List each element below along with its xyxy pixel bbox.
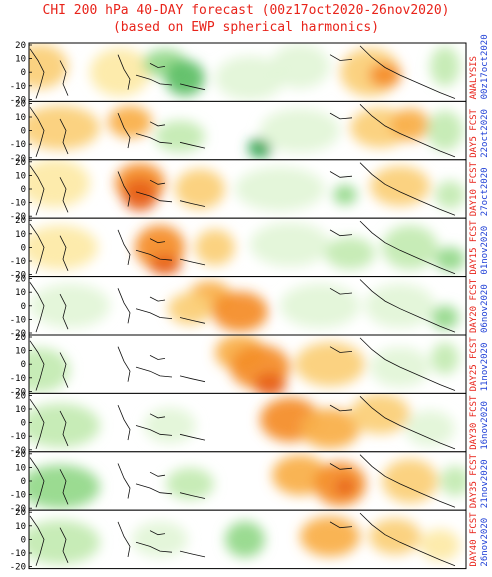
panel-stage-label: DAY5 FCST	[469, 108, 479, 157]
forecast-panel: 20 10 0 -10 -20 DAY40 FCST 26nov2020	[10, 508, 490, 572]
panel-date-label: 01nov2020	[480, 226, 490, 275]
y-tick-label: 10	[15, 405, 26, 415]
forecast-panel: 20 10 0 -10 -20 DAY10 FCST 27oct2020	[10, 158, 490, 222]
anomaly-field	[29, 218, 466, 277]
y-tick-label: -10	[10, 374, 26, 384]
coastline	[29, 337, 456, 391]
y-tick-label: -10	[10, 315, 26, 325]
panel-date-label: 27oct2020	[480, 167, 490, 216]
panel-stage-label: DAY30 FCST	[469, 395, 479, 450]
map-title: CHI 200 hPa 40-DAY forecast (00z17oct202…	[42, 3, 450, 18]
y-tick-label: -20	[10, 212, 26, 222]
y-tick-label: -20	[10, 446, 26, 456]
y-tick-label: -20	[10, 387, 26, 397]
y-tick-label: -10	[10, 432, 26, 442]
y-tick-label: 20	[15, 450, 26, 460]
y-tick-label: -10	[10, 140, 26, 150]
map-subtitle: (based on EWP spherical harmonics)	[112, 20, 380, 35]
y-tick-label: 0	[21, 535, 26, 545]
anomaly-field	[29, 510, 466, 569]
forecast-panel: 20 10 0 -10 -20 DAY15 FCST 01nov2020	[10, 216, 490, 280]
panel-date-label: 11nov2020	[480, 343, 490, 392]
y-tick-label: 10	[15, 171, 26, 181]
y-tick-label: 0	[21, 302, 26, 312]
y-tick-label: 20	[15, 99, 26, 109]
panel-date-label: 26nov2020	[480, 518, 490, 567]
y-tick-label: -20	[10, 563, 26, 573]
y-tick-label: 0	[21, 360, 26, 370]
panel-stage-label: DAY20 FCST	[469, 278, 479, 333]
y-tick-label: 20	[15, 41, 26, 51]
panel-stage-label: DAY25 FCST	[469, 337, 479, 392]
anomaly-field	[29, 101, 466, 160]
y-tick-label: 20	[15, 158, 26, 168]
y-tick-label: -10	[10, 82, 26, 92]
y-tick-label: 0	[21, 185, 26, 195]
panel-stage-label: DAY15 FCST	[469, 220, 479, 275]
coastline	[29, 162, 456, 216]
coastline	[29, 396, 456, 450]
forecast-panel: 20 10 0 -10 -20 DAY20 FCST 06nov2020	[10, 275, 490, 339]
y-tick-label: 0	[21, 419, 26, 429]
anomaly-field	[29, 451, 466, 511]
coastline	[29, 104, 456, 158]
y-tick-label: -20	[10, 271, 26, 281]
coastline	[29, 512, 456, 567]
forecast-panel: 20 10 0 -10 -20 DAY35 FCST 21nov2020	[10, 450, 490, 514]
y-tick-label: -10	[10, 199, 26, 209]
y-tick-label: 20	[15, 508, 26, 518]
y-tick-label: -10	[10, 257, 26, 267]
panel-stage-label: DAY40 FCST	[469, 512, 479, 567]
anomaly-field	[29, 43, 466, 102]
forecast-panel: 20 10 0 -10 -20 DAY30 FCST 16nov2020	[10, 391, 490, 455]
anomaly-field	[29, 159, 466, 219]
y-tick-label: -20	[10, 504, 26, 514]
y-tick-label: 10	[15, 288, 26, 298]
anomaly-field	[29, 393, 466, 452]
forecast-panel: 20 10 0 -10 -20 DAY25 FCST 11nov2020	[10, 333, 490, 397]
y-tick-label: 0	[21, 68, 26, 78]
coastline	[29, 220, 456, 275]
y-tick-label: 0	[21, 243, 26, 253]
panel-stage-label: ANALYSIS	[469, 56, 479, 99]
y-tick-label: 10	[15, 522, 26, 532]
panel-date-label: 06nov2020	[480, 284, 490, 333]
y-tick-label: -20	[10, 329, 26, 339]
y-tick-label: 10	[15, 347, 26, 357]
coastline	[29, 279, 456, 333]
y-tick-label: -20	[10, 95, 26, 105]
y-tick-label: 10	[15, 463, 26, 473]
panel-stage-label: DAY10 FCST	[469, 161, 479, 216]
forecast-panel: 20 10 0 -10 -20 DAY5 FCST 22oct2020	[10, 99, 490, 163]
y-tick-label: 10	[15, 55, 26, 65]
y-tick-label: 20	[15, 275, 26, 285]
anomaly-field	[29, 335, 466, 394]
panel-date-label: 00z17oct2020	[480, 34, 490, 99]
panel-date-label: 22oct2020	[480, 109, 490, 158]
coastline	[29, 45, 456, 99]
panel-date-label: 16nov2020	[480, 401, 490, 450]
forecast-panel: 20 10 0 -10 -20 ANALYSIS 00z17oct2020	[10, 34, 490, 105]
y-tick-label: -20	[10, 154, 26, 164]
y-tick-label: 20	[15, 333, 26, 343]
y-tick-label: -10	[10, 491, 26, 501]
y-tick-label: 10	[15, 230, 26, 240]
y-tick-label: 0	[21, 127, 26, 137]
y-tick-label: 10	[15, 113, 26, 123]
y-tick-label: 20	[15, 216, 26, 226]
y-tick-label: 0	[21, 477, 26, 487]
coastline	[29, 454, 456, 508]
anomaly-field	[29, 276, 466, 335]
panel-stage-label: DAY35 FCST	[469, 453, 479, 508]
panel-date-label: 21nov2020	[480, 459, 490, 508]
y-tick-label: 20	[15, 391, 26, 401]
y-tick-label: -10	[10, 549, 26, 559]
